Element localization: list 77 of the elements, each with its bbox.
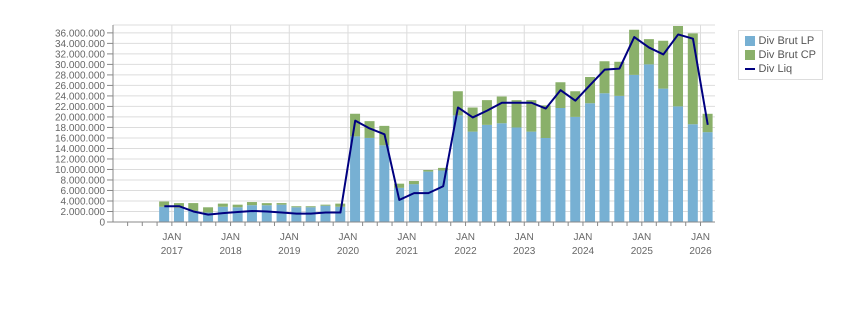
bar: [614, 96, 624, 222]
bar: [702, 132, 713, 222]
y-tick-label: 30.000.000: [54, 60, 106, 71]
bar: [512, 127, 522, 222]
x-tick-label: JAN 2025: [630, 232, 654, 257]
y-tick-label: 0: [99, 218, 106, 229]
bar: [496, 123, 507, 222]
bar: [688, 124, 698, 222]
bar: [629, 74, 640, 222]
legend-label: Div Liq: [758, 62, 792, 76]
y-tick-label: 10.000.000: [54, 165, 106, 176]
bar: [658, 40, 668, 89]
x-tick-label: JAN 2024: [572, 232, 595, 257]
x-tick-label: JAN 2022: [454, 232, 478, 257]
bar: [644, 64, 654, 222]
bar: [614, 62, 624, 96]
y-tick-label: 4.000.000: [60, 196, 106, 208]
bar: [188, 203, 198, 211]
bar: [174, 208, 184, 222]
bar: [408, 184, 419, 222]
y-tick-label: 22.000.000: [54, 102, 106, 113]
legend-label: Div Brut LP: [758, 34, 814, 48]
y-tick-label: 14.000.000: [54, 144, 106, 156]
y-tick-label: 32.000.000: [54, 49, 106, 60]
line-series: [163, 33, 709, 216]
bar: [673, 26, 684, 106]
legend-label: Div Brut CP: [758, 48, 816, 62]
bar: [600, 61, 610, 94]
bar: [218, 204, 228, 207]
bar: [585, 103, 596, 222]
y-tick-label: 16.000.000: [54, 133, 106, 144]
bar: [526, 132, 536, 222]
x-tick-label: JAN 2017: [160, 232, 184, 257]
bar: [673, 106, 684, 222]
y-tick-label: 12.000.000: [54, 154, 106, 166]
y-tick-label: 18.000.000: [54, 122, 106, 134]
bar: [379, 145, 390, 222]
bar: [159, 206, 170, 222]
bar: [350, 136, 360, 222]
bar: [540, 105, 551, 138]
y-tick-label: 6.000.000: [60, 186, 106, 198]
bar: [644, 39, 654, 64]
bar: [423, 172, 434, 222]
bar: [438, 170, 448, 222]
y-tick-label: 26.000.000: [54, 80, 106, 92]
bar: [482, 100, 492, 125]
bar: [246, 202, 257, 206]
x-tick-label: JAN 2018: [219, 232, 242, 257]
bar: [482, 124, 492, 222]
bar: [203, 207, 214, 213]
x-tick-label: JAN 2026: [689, 232, 712, 257]
x-tick-label: JAN 2021: [396, 232, 418, 257]
bar: [408, 181, 419, 184]
bar: [468, 132, 478, 222]
bar: [600, 93, 610, 222]
y-tick-label: 24.000.000: [54, 91, 106, 102]
bar: [496, 96, 507, 124]
bar: [555, 108, 566, 222]
bar: [232, 204, 243, 208]
bar: [570, 116, 580, 222]
x-tick-label: JAN 2019: [278, 232, 301, 257]
y-tick-label: 20.000.000: [54, 112, 106, 124]
x-tick-label: JAN 2020: [336, 232, 360, 257]
bar: [688, 33, 698, 124]
x-tick-label: JAN 2023: [513, 232, 536, 257]
y-tick-label: 8.000.000: [60, 176, 106, 187]
y-tick-label: 28.000.000: [54, 70, 106, 82]
bar: [526, 100, 536, 132]
bar: [540, 138, 551, 222]
y-tick-label: 2.000.000: [60, 207, 106, 218]
bar: [452, 115, 463, 222]
bar: [658, 88, 668, 222]
bar: [364, 138, 375, 222]
y-tick-label: 34.000.000: [54, 38, 106, 50]
bar: [512, 100, 522, 128]
y-tick-label: 36.000.000: [54, 28, 106, 40]
bar: [629, 30, 640, 75]
